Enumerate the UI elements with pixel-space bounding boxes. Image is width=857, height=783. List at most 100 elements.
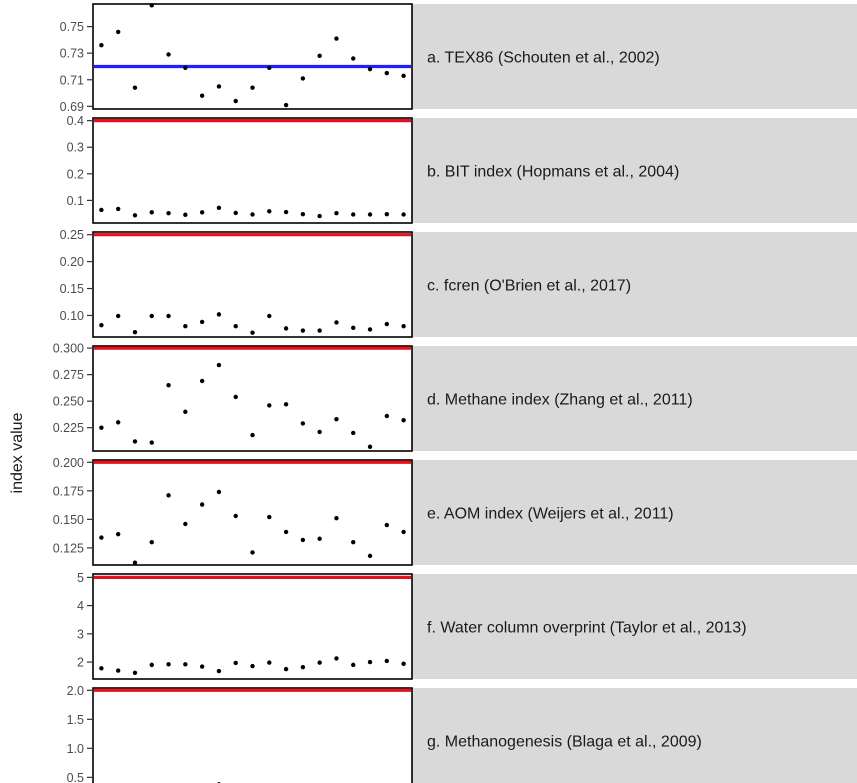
y-tick-label: 0.300 [53, 342, 84, 356]
data-point [149, 3, 154, 8]
y-tick-label: 2.0 [67, 684, 84, 698]
data-point [99, 43, 104, 48]
data-point [183, 65, 188, 70]
panel: b. BIT index (Hopmans et al., 2004) 0.1 0.… [67, 114, 857, 224]
data-point [199, 378, 205, 384]
data-point [216, 312, 222, 317]
data-point [250, 550, 255, 555]
data-point [115, 531, 121, 537]
data-point [334, 416, 339, 422]
data-point [367, 444, 373, 449]
data-point [367, 553, 373, 559]
data-point [300, 328, 306, 333]
y-tick-label: 0.20 [60, 255, 84, 269]
data-point [149, 539, 154, 545]
y-axis-label: index value [9, 412, 26, 493]
data-point [351, 212, 356, 217]
data-point [334, 320, 339, 325]
y-tick-label: 0.2 [67, 167, 84, 181]
data-point [99, 535, 104, 540]
y-tick-label: 0.225 [53, 421, 84, 435]
data-point [99, 207, 104, 213]
y-tick-label: 3 [77, 627, 84, 641]
data-point [115, 420, 121, 425]
data-point [233, 660, 238, 666]
data-point [351, 325, 356, 331]
data-point [183, 521, 188, 527]
y-tick-label: 0.150 [53, 513, 84, 527]
panel: a. TEX86 (Schouten et al., 2002) 0.69 0.71… [60, 3, 857, 114]
data-point [300, 76, 306, 81]
data-point [199, 210, 205, 215]
data-point [334, 516, 339, 521]
data-point [317, 328, 322, 333]
data-point [317, 53, 322, 59]
facet-label: g. Methanogenesis (Blaga et al., 2009) [427, 734, 702, 751]
y-tick-label: 5 [77, 571, 84, 585]
facet-strip [412, 232, 857, 337]
data-point [166, 662, 171, 667]
plot-panel [92, 231, 413, 338]
data-point [115, 313, 121, 319]
data-point [334, 36, 339, 41]
data-point [183, 662, 188, 667]
data-point [250, 212, 255, 217]
facet-label: b. BIT index (Hopmans et al., 2004) [427, 164, 679, 181]
data-point [115, 29, 121, 35]
data-point [401, 73, 406, 78]
data-point [166, 210, 171, 216]
data-point [267, 209, 272, 214]
y-tick-label: 2 [77, 656, 84, 670]
data-point [115, 206, 121, 212]
data-point [401, 212, 406, 217]
data-point [283, 326, 289, 331]
data-point [401, 418, 406, 423]
data-point [367, 66, 373, 72]
panel: f. Water column overprint (Taylor et al.… [77, 571, 857, 680]
data-point [283, 102, 289, 108]
facet-strip [412, 118, 857, 223]
data-point [166, 383, 171, 388]
data-point [183, 324, 188, 329]
y-tick-label: 0.15 [60, 282, 84, 296]
data-point [317, 536, 322, 541]
y-tick-label: 0.75 [60, 20, 84, 34]
y-tick-label: 0.4 [67, 114, 84, 128]
plot-panel [92, 687, 413, 783]
data-point [250, 330, 255, 335]
data-point [351, 662, 356, 668]
data-point [216, 489, 222, 495]
data-point [149, 662, 154, 668]
plot-panel [92, 117, 413, 224]
data-point [166, 52, 171, 57]
data-point [267, 313, 272, 319]
data-point [216, 84, 222, 89]
data-point [384, 658, 390, 664]
y-tick-label: 0.3 [67, 141, 84, 155]
data-point [250, 432, 255, 438]
facet-label: a. TEX86 (Schouten et al., 2002) [427, 50, 660, 67]
y-tick-label: 0.200 [53, 456, 84, 470]
data-point [334, 656, 339, 661]
data-point [233, 324, 238, 329]
panels: a. TEX86 (Schouten et al., 2002) 0.69 0.71… [53, 3, 857, 783]
data-point [132, 213, 138, 218]
data-point [132, 85, 138, 90]
data-point [216, 205, 222, 211]
data-point [367, 327, 373, 332]
y-tick-label: 4 [77, 599, 84, 613]
facet-strip [412, 574, 857, 679]
data-point [132, 329, 138, 335]
data-point [233, 210, 238, 216]
data-point [149, 440, 154, 445]
y-tick-label: 0.175 [53, 484, 84, 498]
y-tick-label: 0.250 [53, 395, 84, 409]
data-point [401, 324, 406, 329]
plot-panel [92, 573, 413, 680]
data-point [99, 322, 104, 328]
data-point [199, 319, 205, 325]
data-point [267, 65, 272, 70]
data-point [233, 513, 238, 519]
panel: g. Methanogenesis (Blaga et al., 2009) 0.… [67, 684, 857, 783]
